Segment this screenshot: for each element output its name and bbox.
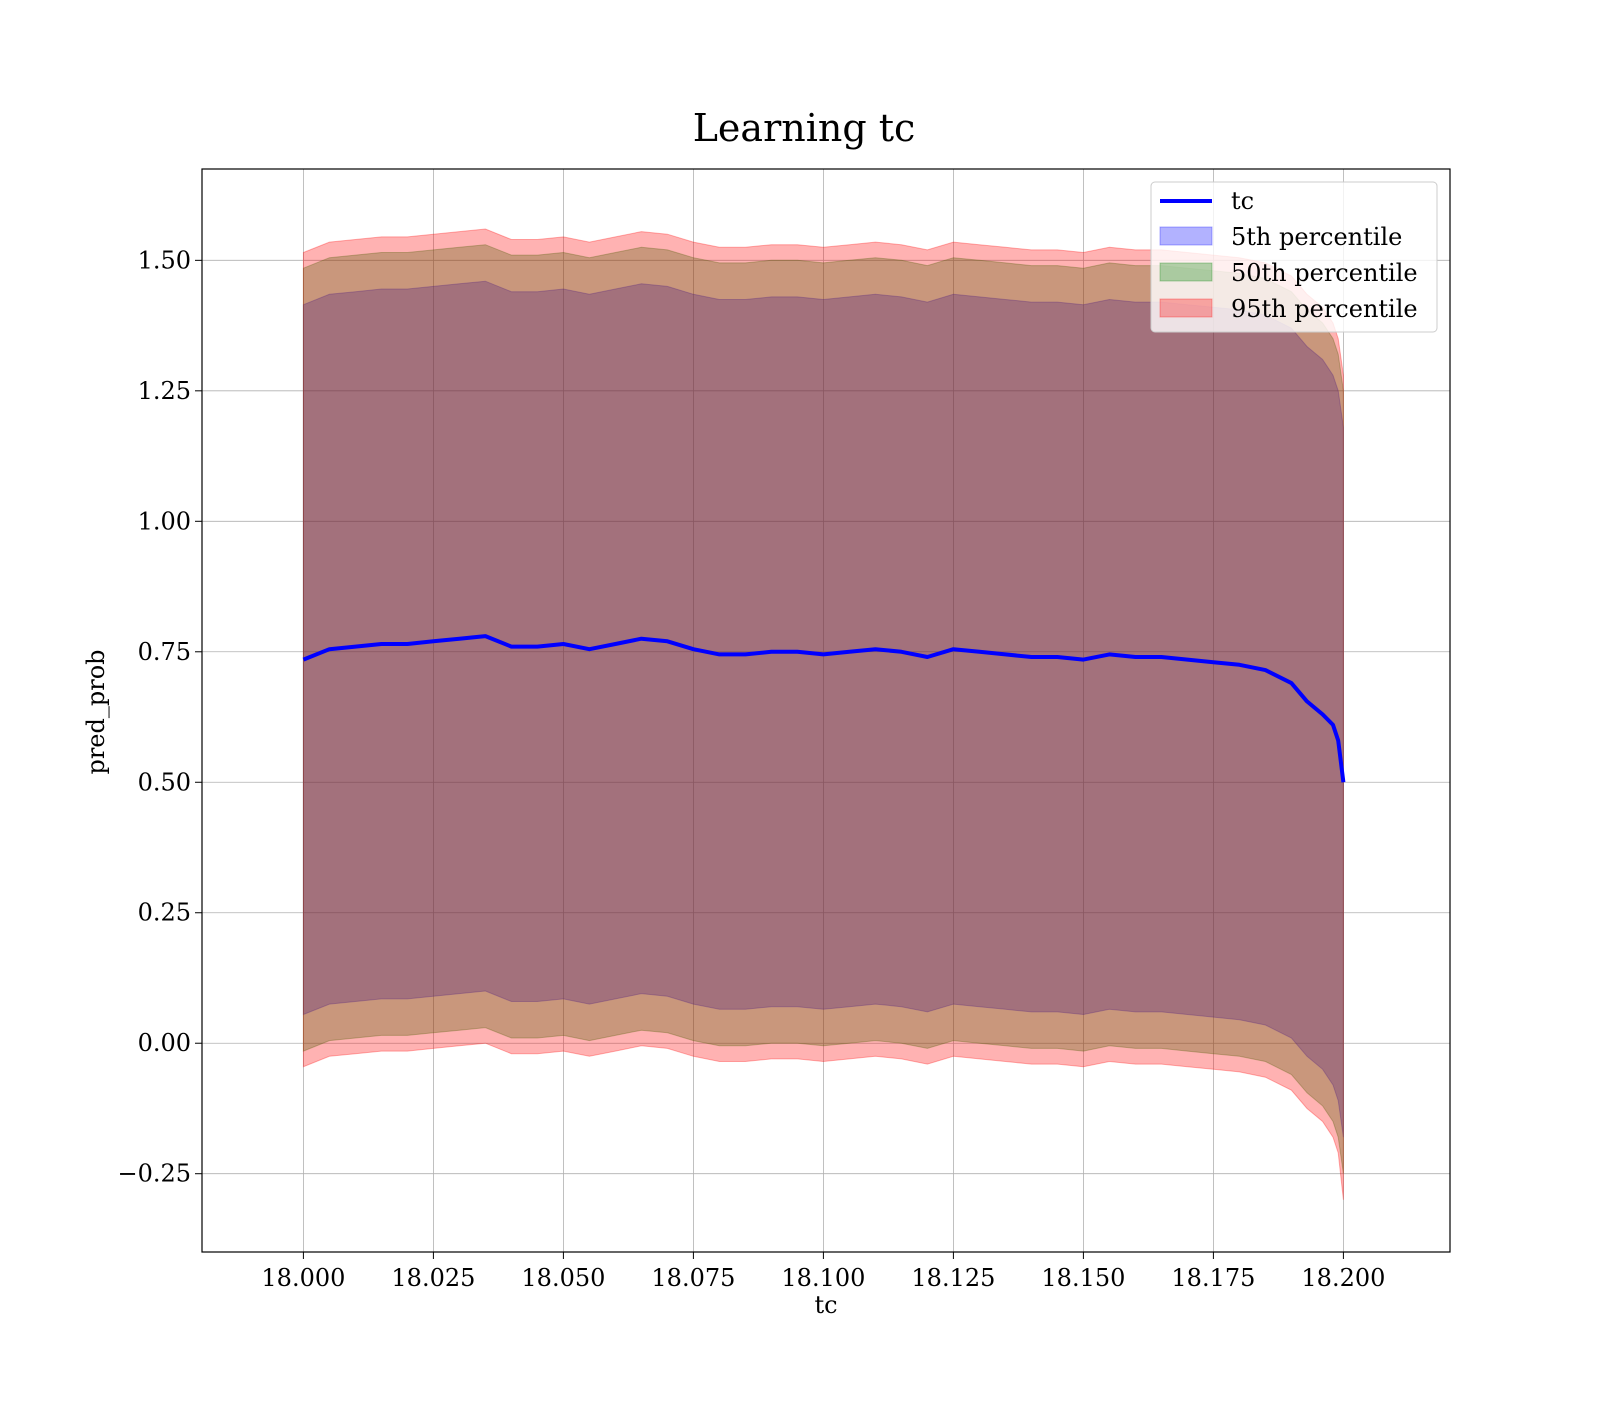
y-tick-label: 1.50 bbox=[138, 246, 191, 274]
axis-ticks: 18.000 18.025 18.050 18.075 18.100 18.125 18.1… bbox=[117, 246, 1385, 1292]
y-tick-label: −0.25 bbox=[117, 1160, 191, 1188]
y-tick-label: 0.00 bbox=[138, 1029, 191, 1057]
line-series bbox=[302, 634, 1346, 783]
y-axis-label: pred_prob bbox=[82, 649, 110, 774]
x-tick-label: 18.025 bbox=[391, 1264, 475, 1292]
legend: tc 5th percentile 50th percentile 95th p… bbox=[1150, 181, 1438, 333]
legend-swatch-95th-percentile bbox=[1159, 298, 1213, 318]
chart-title: Learning tc bbox=[693, 106, 916, 150]
legend-label-50th-percentile: 50th percentile bbox=[1231, 259, 1418, 287]
x-tick-label: 18.200 bbox=[1301, 1264, 1385, 1292]
legend-label-95th-percentile: 95th percentile bbox=[1231, 295, 1418, 323]
x-tick-label: 18.175 bbox=[1171, 1264, 1255, 1292]
x-tick-label: 18.000 bbox=[261, 1264, 345, 1292]
y-tick-label: 1.25 bbox=[138, 377, 191, 405]
percentile-bands bbox=[302, 228, 1344, 1200]
x-tick-label: 18.100 bbox=[781, 1264, 865, 1292]
band-50th-percentile bbox=[302, 244, 1344, 1174]
axes-frame bbox=[201, 168, 1451, 1253]
band-5th-percentile bbox=[302, 280, 1344, 1138]
legend-swatch-50th-percentile bbox=[1159, 262, 1213, 282]
line-tc bbox=[302, 634, 1346, 783]
y-tick-label: 0.25 bbox=[138, 899, 191, 927]
legend-label-tc: tc bbox=[1231, 187, 1254, 215]
grid bbox=[202, 169, 1450, 1252]
x-tick-label: 18.150 bbox=[1041, 1264, 1125, 1292]
legend-box bbox=[1150, 181, 1438, 333]
x-axis-label: tc bbox=[814, 1291, 837, 1319]
legend-swatch-5th-percentile bbox=[1159, 226, 1213, 246]
legend-label-5th-percentile: 5th percentile bbox=[1231, 223, 1402, 251]
band-95th-percentile bbox=[302, 228, 1344, 1200]
x-tick-label: 18.075 bbox=[651, 1264, 735, 1292]
x-tick-label: 18.125 bbox=[911, 1264, 995, 1292]
y-tick-label: 0.75 bbox=[138, 638, 191, 666]
x-tick-label: 18.050 bbox=[521, 1264, 605, 1292]
y-tick-label: 1.00 bbox=[138, 507, 191, 535]
y-tick-label: 0.50 bbox=[138, 768, 191, 796]
